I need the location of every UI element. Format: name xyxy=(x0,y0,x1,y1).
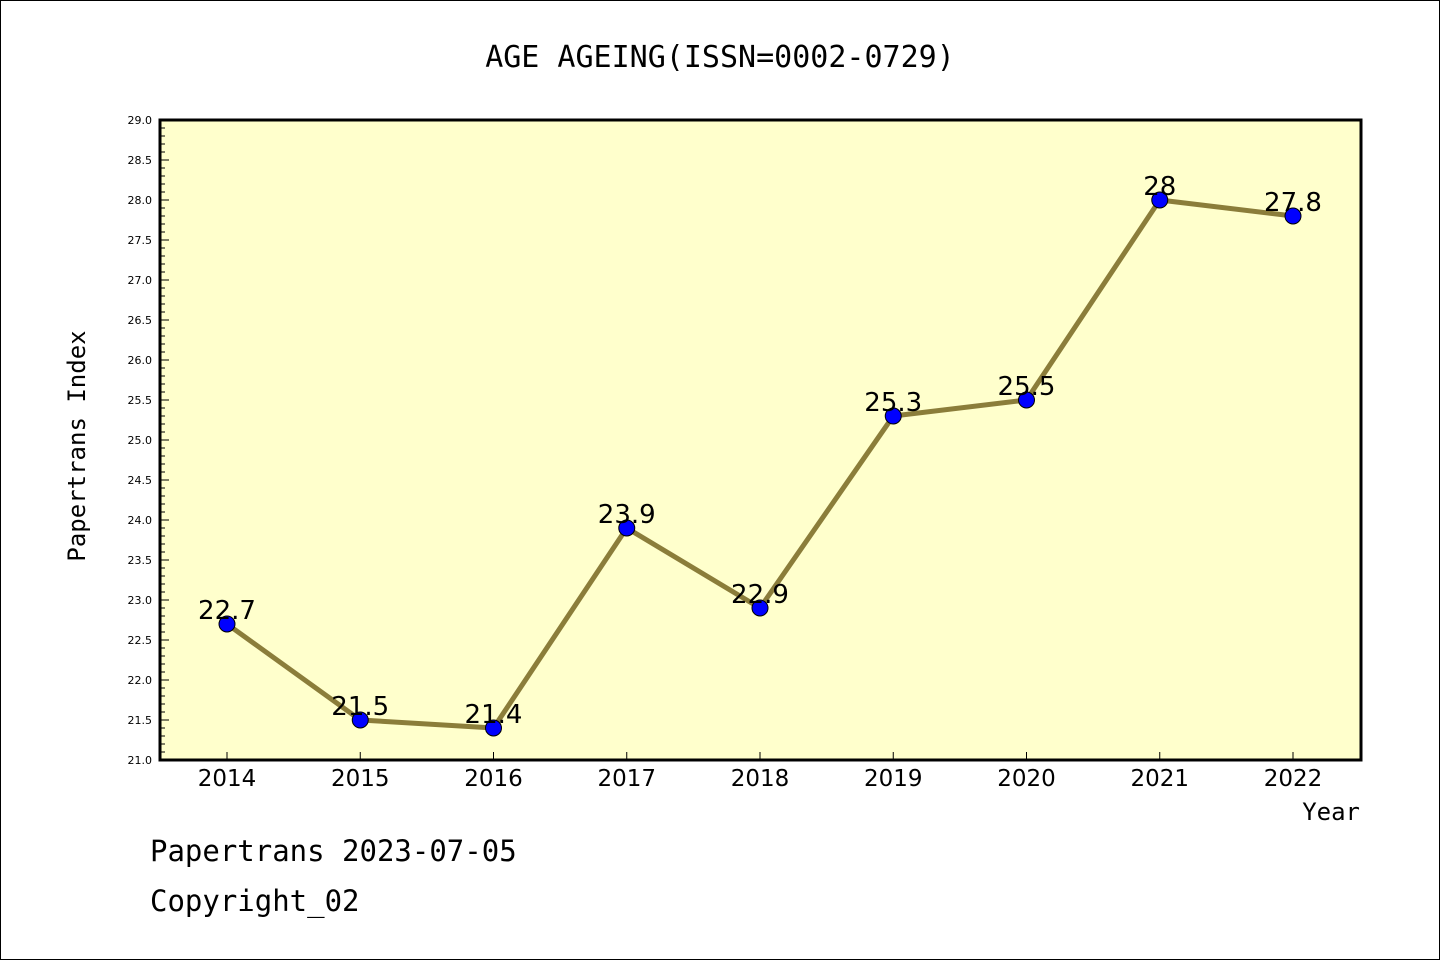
y-tick-label: 27.0 xyxy=(128,274,153,287)
data-point xyxy=(1018,391,1035,409)
y-tick-label: 26.0 xyxy=(128,354,153,367)
data-label: 25.5 xyxy=(998,372,1056,402)
data-label: 27.8 xyxy=(1264,188,1322,218)
y-tick-label: 21.0 xyxy=(128,754,153,767)
data-label: 25.3 xyxy=(864,388,922,418)
data-label: 22.9 xyxy=(731,580,789,610)
data-labels: 22.7 21.5 21.4 23.9 22.9 25.3 25.5 28 27.8 xyxy=(198,172,1322,730)
y-tick-label: 22.5 xyxy=(128,634,153,647)
y-tick-label: 28.0 xyxy=(128,194,153,207)
plot-area xyxy=(158,118,1363,762)
data-label: 23.9 xyxy=(598,500,656,530)
chart-title: AGE AGEING(ISSN=0002-0729) xyxy=(485,40,955,75)
x-tick-label: 2016 xyxy=(464,766,523,792)
data-point xyxy=(1284,207,1302,225)
y-axis: 21.0 21.5 22.0 22.5 23.0 23.5 24.0 24.5 25.0 25.5… xyxy=(128,114,169,767)
data-label: 21.4 xyxy=(465,700,523,730)
data-point xyxy=(618,519,636,537)
x-tick-label: 2020 xyxy=(997,766,1056,792)
y-tick-label: 22.0 xyxy=(128,674,153,687)
x-tick-label: 2014 xyxy=(198,766,257,792)
y-tick-label: 24.0 xyxy=(128,514,153,527)
x-tick-label: 2021 xyxy=(1130,766,1189,792)
y-tick-label: 28.5 xyxy=(128,154,153,167)
x-axis-label: Year xyxy=(1302,798,1360,826)
data-point xyxy=(218,615,236,633)
y-tick-label: 23.5 xyxy=(128,554,153,567)
x-axis: 2014 2015 2016 2017 2018 2019 2020 2021 2022 xyxy=(198,752,1323,792)
data-point xyxy=(884,407,902,425)
data-label: 28 xyxy=(1143,172,1176,202)
data-label: 21.5 xyxy=(331,692,389,722)
x-tick-label: 2018 xyxy=(731,766,790,792)
data-point xyxy=(351,711,369,729)
footer-copyright: Copyright_02 xyxy=(150,884,360,918)
y-tick-label: 25.0 xyxy=(128,434,153,447)
data-point xyxy=(485,719,502,737)
y-axis-label: Papertrans Index xyxy=(63,330,91,561)
data-point xyxy=(751,599,769,617)
x-tick-label: 2019 xyxy=(864,766,923,792)
y-tick-label: 25.5 xyxy=(128,394,153,407)
data-point xyxy=(1151,191,1169,209)
y-tick-label: 27.5 xyxy=(128,234,153,247)
data-label: 22.7 xyxy=(198,596,256,626)
y-tick-label: 24.5 xyxy=(128,474,153,487)
footer-date: Papertrans 2023-07-05 xyxy=(150,834,517,868)
y-tick-label: 26.5 xyxy=(128,314,153,327)
y-tick-label: 23.0 xyxy=(128,594,153,607)
y-tick-label: 21.5 xyxy=(128,714,153,727)
x-tick-label: 2015 xyxy=(331,766,390,792)
y-tick-label: 29.0 xyxy=(128,114,153,127)
data-points xyxy=(218,191,1302,737)
x-tick-label: 2017 xyxy=(597,766,656,792)
x-tick-label: 2022 xyxy=(1264,766,1323,792)
